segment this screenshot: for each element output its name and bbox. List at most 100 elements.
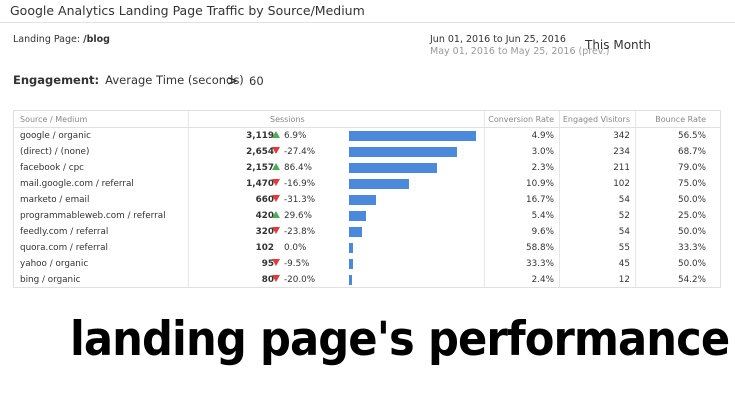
table-row[interactable]: yahoo / organic 95 -9.5% 33.3% 45 50.0% (14, 256, 720, 272)
sessions-cell: 1,470 (246, 179, 274, 189)
sessions-change-cell: -23.8% (272, 227, 315, 237)
header-sessions[interactable]: Sessions (270, 115, 305, 124)
conversion-rate-cell: 16.7% (526, 195, 554, 205)
engaged-visitors-cell: 45 (618, 259, 630, 269)
traffic-table: Source / Medium Sessions Conversion Rate… (13, 110, 721, 288)
trend-down-icon (272, 227, 280, 234)
bounce-rate-cell: 79.0% (678, 163, 706, 173)
sessions-change-cell: -27.4% (272, 147, 315, 157)
landing-page-value: /blog (83, 34, 110, 45)
header-engaged-visitors[interactable]: Engaged Visitors (562, 115, 630, 124)
conversion-rate-cell: 3.0% (531, 147, 554, 157)
conversion-rate-cell: 5.4% (531, 211, 554, 221)
sessions-bar (349, 259, 353, 269)
sessions-bar (349, 211, 366, 221)
landing-page-filter: Landing Page: /blog (13, 34, 110, 45)
bounce-rate-cell: 75.0% (678, 179, 706, 189)
table-row[interactable]: facebook / cpc 2,157 86.4% 2.3% 211 79.0% (14, 160, 720, 176)
bounce-rate-cell: 68.7% (678, 147, 706, 157)
sessions-bar (349, 163, 437, 173)
trend-down-icon (272, 259, 280, 266)
table-row[interactable]: bing / organic 80 -20.0% 2.4% 12 54.2% (14, 272, 720, 288)
trend-up-icon (272, 131, 280, 138)
table-row[interactable]: feedly.com / referral 320 -23.8% 9.6% 54 50.0… (14, 224, 720, 240)
column-divider (635, 111, 636, 287)
sessions-bar (349, 227, 362, 237)
landing-page-label: Landing Page: (13, 34, 81, 45)
date-previous: May 01, 2016 to May 25, 2016 (prev.) (430, 46, 610, 57)
sessions-change-value: -27.4% (284, 147, 316, 157)
source-medium-cell: marketo / email (20, 195, 90, 205)
sessions-change-value: -20.0% (284, 275, 316, 285)
caption-text: landing page's performance (70, 312, 730, 367)
header-source[interactable]: Source / Medium (20, 115, 88, 124)
trend-down-icon (272, 195, 280, 202)
bounce-rate-cell: 56.5% (678, 131, 706, 141)
table-header: Source / Medium Sessions Conversion Rate… (14, 111, 720, 128)
table-row[interactable]: google / organic 3,119 6.9% 4.9% 342 56.5% (14, 128, 720, 144)
table-row[interactable]: (direct) / (none) 2,654 -27.4% 3.0% 234 68.7% (14, 144, 720, 160)
bounce-rate-cell: 50.0% (678, 227, 706, 237)
source-medium-cell: facebook / cpc (20, 163, 84, 173)
engagement-metric: Average Time (seconds) (105, 73, 244, 87)
bounce-rate-cell: 33.3% (678, 243, 706, 253)
sessions-change-cell: 6.9% (272, 131, 306, 141)
engaged-visitors-cell: 12 (618, 275, 630, 285)
header-conversion-rate[interactable]: Conversion Rate (488, 115, 554, 124)
sessions-cell: 660 (255, 195, 274, 205)
date-range: Jun 01, 2016 to Jun 25, 2016 May 01, 201… (430, 34, 609, 58)
engaged-visitors-cell: 54 (618, 227, 630, 237)
table-row[interactable]: quora.com / referral 102 0.0% 58.8% 55 33.3% (14, 240, 720, 256)
column-divider (188, 111, 189, 287)
sessions-change-cell: 29.6% (272, 211, 312, 221)
source-medium-cell: feedly.com / referral (20, 227, 109, 237)
source-medium-cell: programmableweb.com / referral (20, 211, 166, 221)
sessions-cell: 80 (261, 275, 274, 285)
engagement-value: 60 (249, 74, 264, 88)
sessions-cell: 102 (255, 243, 274, 253)
sessions-change-cell: -16.9% (272, 179, 315, 189)
sessions-change-value: 86.4% (284, 163, 312, 173)
conversion-rate-cell: 58.8% (526, 243, 554, 253)
column-divider (559, 111, 560, 287)
sessions-change-cell: -20.0% (272, 275, 315, 285)
table-row[interactable]: programmableweb.com / referral 420 29.6% 5.… (14, 208, 720, 224)
source-medium-cell: mail.google.com / referral (20, 179, 134, 189)
engaged-visitors-cell: 234 (613, 147, 630, 157)
sessions-change-cell: 0.0% (272, 243, 306, 253)
conversion-rate-cell: 2.3% (531, 163, 554, 173)
source-medium-cell: quora.com / referral (20, 243, 108, 253)
table-row[interactable]: marketo / email 660 -31.3% 16.7% 54 50.0% (14, 192, 720, 208)
date-current: Jun 01, 2016 to Jun 25, 2016 (430, 34, 566, 45)
sessions-change-value: 6.9% (284, 131, 307, 141)
sessions-change-value: -31.3% (284, 195, 316, 205)
source-medium-cell: yahoo / organic (20, 259, 89, 269)
bounce-rate-cell: 25.0% (678, 211, 706, 221)
sessions-bar (349, 179, 409, 189)
engaged-visitors-cell: 52 (618, 211, 630, 221)
sessions-change-value: 29.6% (284, 211, 312, 221)
sessions-bar (349, 147, 457, 157)
widget-header: Google Analytics Landing Page Traffic by… (0, 0, 735, 23)
widget-title: Google Analytics Landing Page Traffic by… (10, 3, 365, 18)
engagement-label: Engagement: (13, 73, 100, 87)
sessions-change-cell: -9.5% (272, 259, 310, 269)
conversion-rate-cell: 9.6% (531, 227, 554, 237)
sessions-cell: 95 (261, 259, 274, 269)
trend-up-icon (272, 163, 280, 170)
trend-down-icon (272, 275, 280, 282)
engaged-visitors-cell: 102 (613, 179, 630, 189)
engaged-visitors-cell: 55 (618, 243, 630, 253)
sessions-bar (349, 275, 352, 285)
source-medium-cell: bing / organic (20, 275, 81, 285)
sessions-cell: 2,157 (246, 163, 274, 173)
table-row[interactable]: mail.google.com / referral 1,470 -16.9% 10.… (14, 176, 720, 192)
sessions-change-value: 0.0% (284, 243, 307, 253)
sessions-change-cell: -31.3% (272, 195, 315, 205)
sessions-change-cell: 86.4% (272, 163, 312, 173)
engagement-filter: Engagement: Average Time (seconds) > 60 (13, 73, 264, 89)
conversion-rate-cell: 2.4% (531, 275, 554, 285)
engaged-visitors-cell: 54 (618, 195, 630, 205)
header-bounce-rate[interactable]: Bounce Rate (655, 115, 706, 124)
sessions-cell: 3,119 (246, 131, 274, 141)
